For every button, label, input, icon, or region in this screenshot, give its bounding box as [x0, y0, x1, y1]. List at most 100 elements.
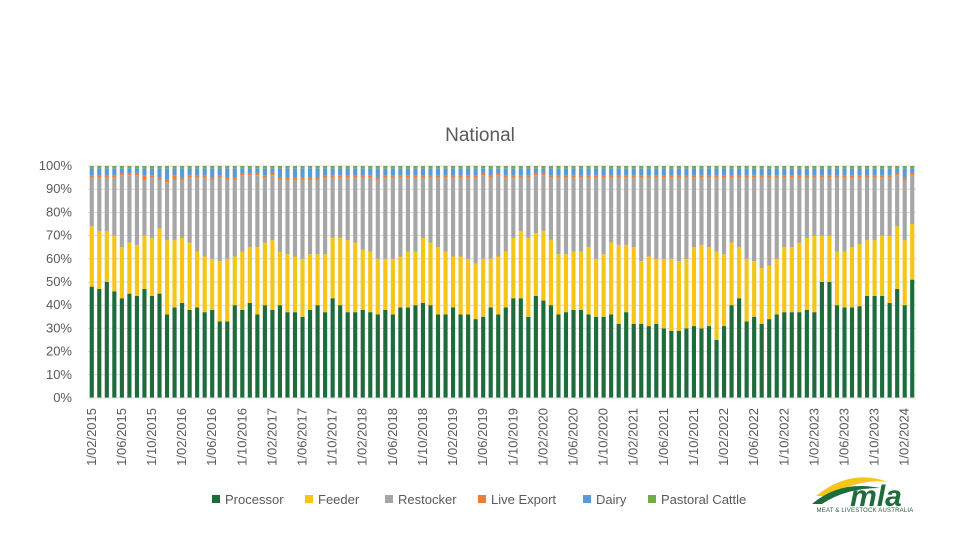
bar-segment-restocker: [654, 177, 659, 259]
bar-segment-live-export: [797, 175, 802, 178]
bar-segment-live-export: [872, 175, 877, 178]
bar-segment-pastoral-cattle: [405, 166, 410, 169]
bar-segment-live-export: [345, 175, 350, 178]
bar-segment-feeder: [624, 244, 629, 313]
bar-segment-processor: [804, 309, 809, 398]
bar-segment-feeder: [89, 226, 94, 287]
bar-segment-pastoral-cattle: [721, 166, 727, 169]
bar-segment-pastoral-cattle: [270, 166, 275, 169]
bar-segment-processor: [127, 293, 132, 398]
bar-segment-dairy: [503, 168, 508, 176]
mla-logo: mla MEAT & LIVESTOCK AUSTRALIA: [810, 470, 920, 520]
bar-segment-live-export: [767, 175, 772, 178]
bar-segment-processor: [782, 312, 787, 398]
bar-segment-pastoral-cattle: [594, 166, 599, 169]
bar-segment-restocker: [714, 177, 719, 252]
legend-item-restocker: Restocker: [385, 492, 457, 507]
bar-segment-live-export: [210, 177, 215, 180]
bar-segment-dairy: [413, 168, 418, 176]
bar-segment-dairy: [819, 168, 824, 176]
bar-segment-processor: [646, 326, 651, 398]
bar-segment-processor: [202, 312, 207, 398]
x-tick-label: 1/10/2016: [234, 408, 249, 466]
y-tick-label: 90%: [46, 181, 72, 196]
bar-segment-restocker: [616, 177, 621, 245]
bar-segment-live-export: [277, 177, 283, 180]
bar-segment-dairy: [262, 168, 267, 176]
x-tick-label: 1/06/2021: [656, 408, 671, 466]
bar-segment-processor: [225, 321, 230, 398]
bar-segment-dairy: [232, 168, 237, 178]
bar-segment-pastoral-cattle: [300, 166, 305, 169]
bar-segment-live-export: [789, 175, 794, 178]
bar-segment-live-export: [466, 175, 471, 178]
bar-segment-live-export: [669, 175, 674, 178]
bar-segment-pastoral-cattle: [872, 166, 877, 169]
bar-segment-processor: [737, 298, 742, 398]
bar-segment-processor: [473, 319, 478, 398]
bar-segment-restocker: [827, 177, 832, 236]
bar-segment-processor: [880, 295, 885, 398]
legend-item-feeder: Feeder: [305, 492, 360, 507]
bar-segment-live-export: [368, 175, 373, 178]
bar-segment-pastoral-cattle: [323, 166, 328, 169]
bar-segment-feeder: [752, 261, 757, 317]
bar-segment-live-export: [195, 175, 200, 178]
bar-segment-live-export: [661, 175, 666, 178]
bar-segment-processor: [609, 314, 614, 398]
bar-segment-pastoral-cattle: [338, 166, 343, 169]
x-tick-label: 1/06/2015: [114, 408, 129, 466]
legend-item-live-export: Live Export: [478, 492, 556, 507]
bar-segment-feeder: [819, 235, 824, 282]
bar-segment-dairy: [691, 168, 697, 176]
bar-segment-dairy: [865, 168, 870, 176]
bar-segment-processor: [563, 312, 569, 398]
bar-segment-feeder: [744, 258, 749, 322]
legend-swatch: [385, 495, 393, 503]
bar-segment-live-export: [533, 172, 538, 176]
bar-segment-dairy: [541, 168, 546, 173]
bar-segment-processor: [119, 298, 124, 398]
bar-segment-dairy: [375, 168, 380, 178]
bar-segment-restocker: [353, 177, 358, 243]
bar-segment-dairy: [428, 168, 433, 176]
legend-item-processor: Processor: [212, 492, 284, 507]
bar-segment-dairy: [368, 168, 373, 176]
bar-segment-restocker: [819, 177, 824, 236]
bar-segment-dairy: [887, 168, 892, 176]
bar-segment-live-export: [684, 175, 689, 178]
bar-segment-processor: [172, 307, 177, 398]
bar-segment-pastoral-cattle: [571, 166, 576, 169]
x-tick-label: 1/06/2018: [385, 408, 400, 466]
y-tick-label: 70%: [46, 228, 72, 243]
bar-segment-live-export: [699, 175, 704, 178]
bar-segment-pastoral-cattle: [518, 166, 523, 169]
bar-segment-restocker: [157, 179, 162, 229]
bar-segment-live-export: [458, 175, 463, 178]
bar-segment-live-export: [247, 172, 252, 176]
bar-segment-restocker: [345, 177, 350, 241]
x-tick-label: 1/10/2020: [596, 408, 611, 466]
bar-segment-restocker: [676, 177, 681, 262]
bar-segment-live-export: [834, 175, 840, 178]
y-tick-label: 20%: [46, 344, 72, 359]
y-tick-label: 60%: [46, 251, 72, 266]
x-tick-label: 1/02/2021: [626, 408, 641, 466]
bar-segment-processor: [594, 316, 599, 398]
bar-segment-processor: [865, 295, 870, 398]
bar-segment-pastoral-cattle: [195, 166, 200, 169]
bar-segment-processor: [292, 312, 298, 398]
bar-segment-pastoral-cattle: [451, 166, 456, 169]
bar-segment-live-export: [887, 175, 892, 178]
y-tick-label: 10%: [46, 367, 72, 382]
bar-segment-feeder: [789, 247, 794, 313]
bar-segment-processor: [661, 328, 666, 398]
bar-segment-feeder: [277, 251, 283, 306]
bar-segment-pastoral-cattle: [804, 166, 809, 169]
y-axis-tick-labels: 0% 10% 20% 30% 40% 50% 60% 70% 80% 90% 100%: [39, 158, 73, 405]
bar-segment-pastoral-cattle: [330, 166, 335, 169]
bar-segment-restocker: [556, 177, 561, 255]
bar-segment-feeder: [594, 258, 599, 317]
bar-segment-restocker: [744, 177, 749, 259]
